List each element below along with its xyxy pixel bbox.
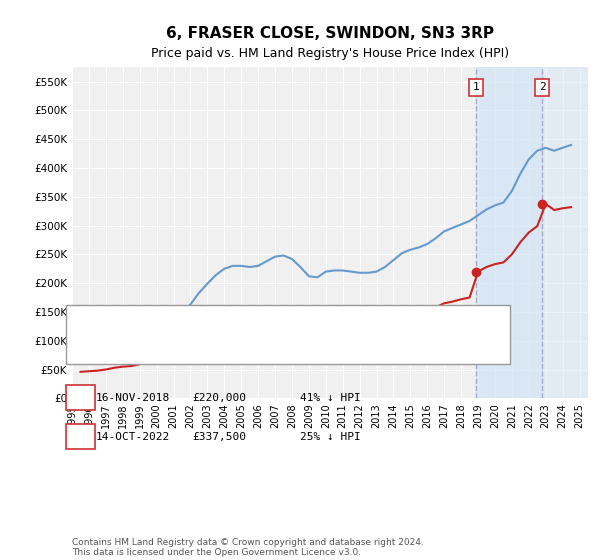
Text: 16-NOV-2018: 16-NOV-2018 bbox=[96, 393, 170, 403]
Text: 2: 2 bbox=[539, 82, 545, 92]
Bar bbox=[476, 67, 542, 398]
Text: HPI: Average price, detached house, Swindon: HPI: Average price, detached house, Swin… bbox=[111, 342, 348, 352]
Text: Contains HM Land Registry data © Crown copyright and database right 2024.
This d: Contains HM Land Registry data © Crown c… bbox=[72, 538, 424, 557]
Text: 1: 1 bbox=[473, 82, 479, 92]
Text: 14-OCT-2022: 14-OCT-2022 bbox=[96, 432, 170, 442]
Text: £337,500: £337,500 bbox=[192, 432, 246, 442]
Text: £220,000: £220,000 bbox=[192, 393, 246, 403]
Text: 1: 1 bbox=[77, 391, 84, 404]
Text: 6, FRASER CLOSE, SWINDON, SN3 3RP (detached house): 6, FRASER CLOSE, SWINDON, SN3 3RP (detac… bbox=[111, 318, 406, 328]
Text: 6, FRASER CLOSE, SWINDON, SN3 3RP: 6, FRASER CLOSE, SWINDON, SN3 3RP bbox=[166, 26, 494, 41]
Text: Price paid vs. HM Land Registry's House Price Index (HPI): Price paid vs. HM Land Registry's House … bbox=[151, 46, 509, 60]
Bar bbox=[542, 67, 588, 398]
Text: 25% ↓ HPI: 25% ↓ HPI bbox=[300, 432, 361, 442]
Text: 2: 2 bbox=[77, 430, 84, 444]
Text: 41% ↓ HPI: 41% ↓ HPI bbox=[300, 393, 361, 403]
